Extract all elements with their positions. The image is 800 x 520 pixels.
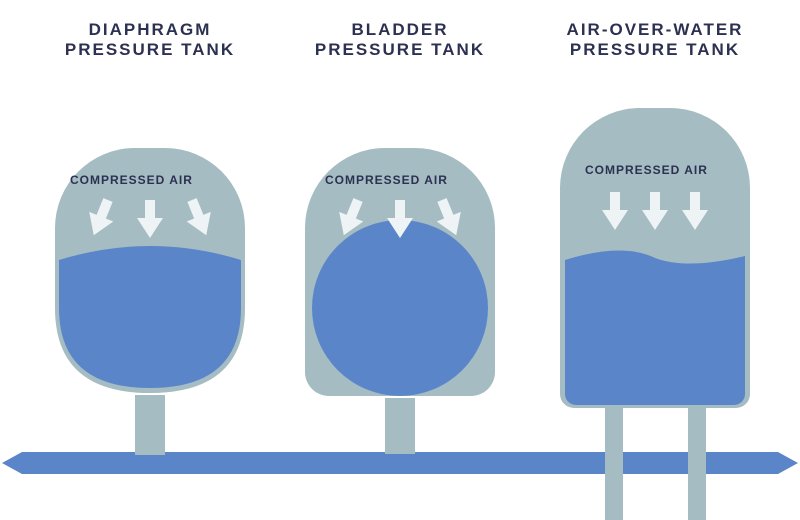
- air_over_water-tank: [0, 0, 800, 520]
- air_over_water-air-label: COMPRESSED AIR: [585, 163, 708, 177]
- air_over_water-water: [565, 250, 745, 405]
